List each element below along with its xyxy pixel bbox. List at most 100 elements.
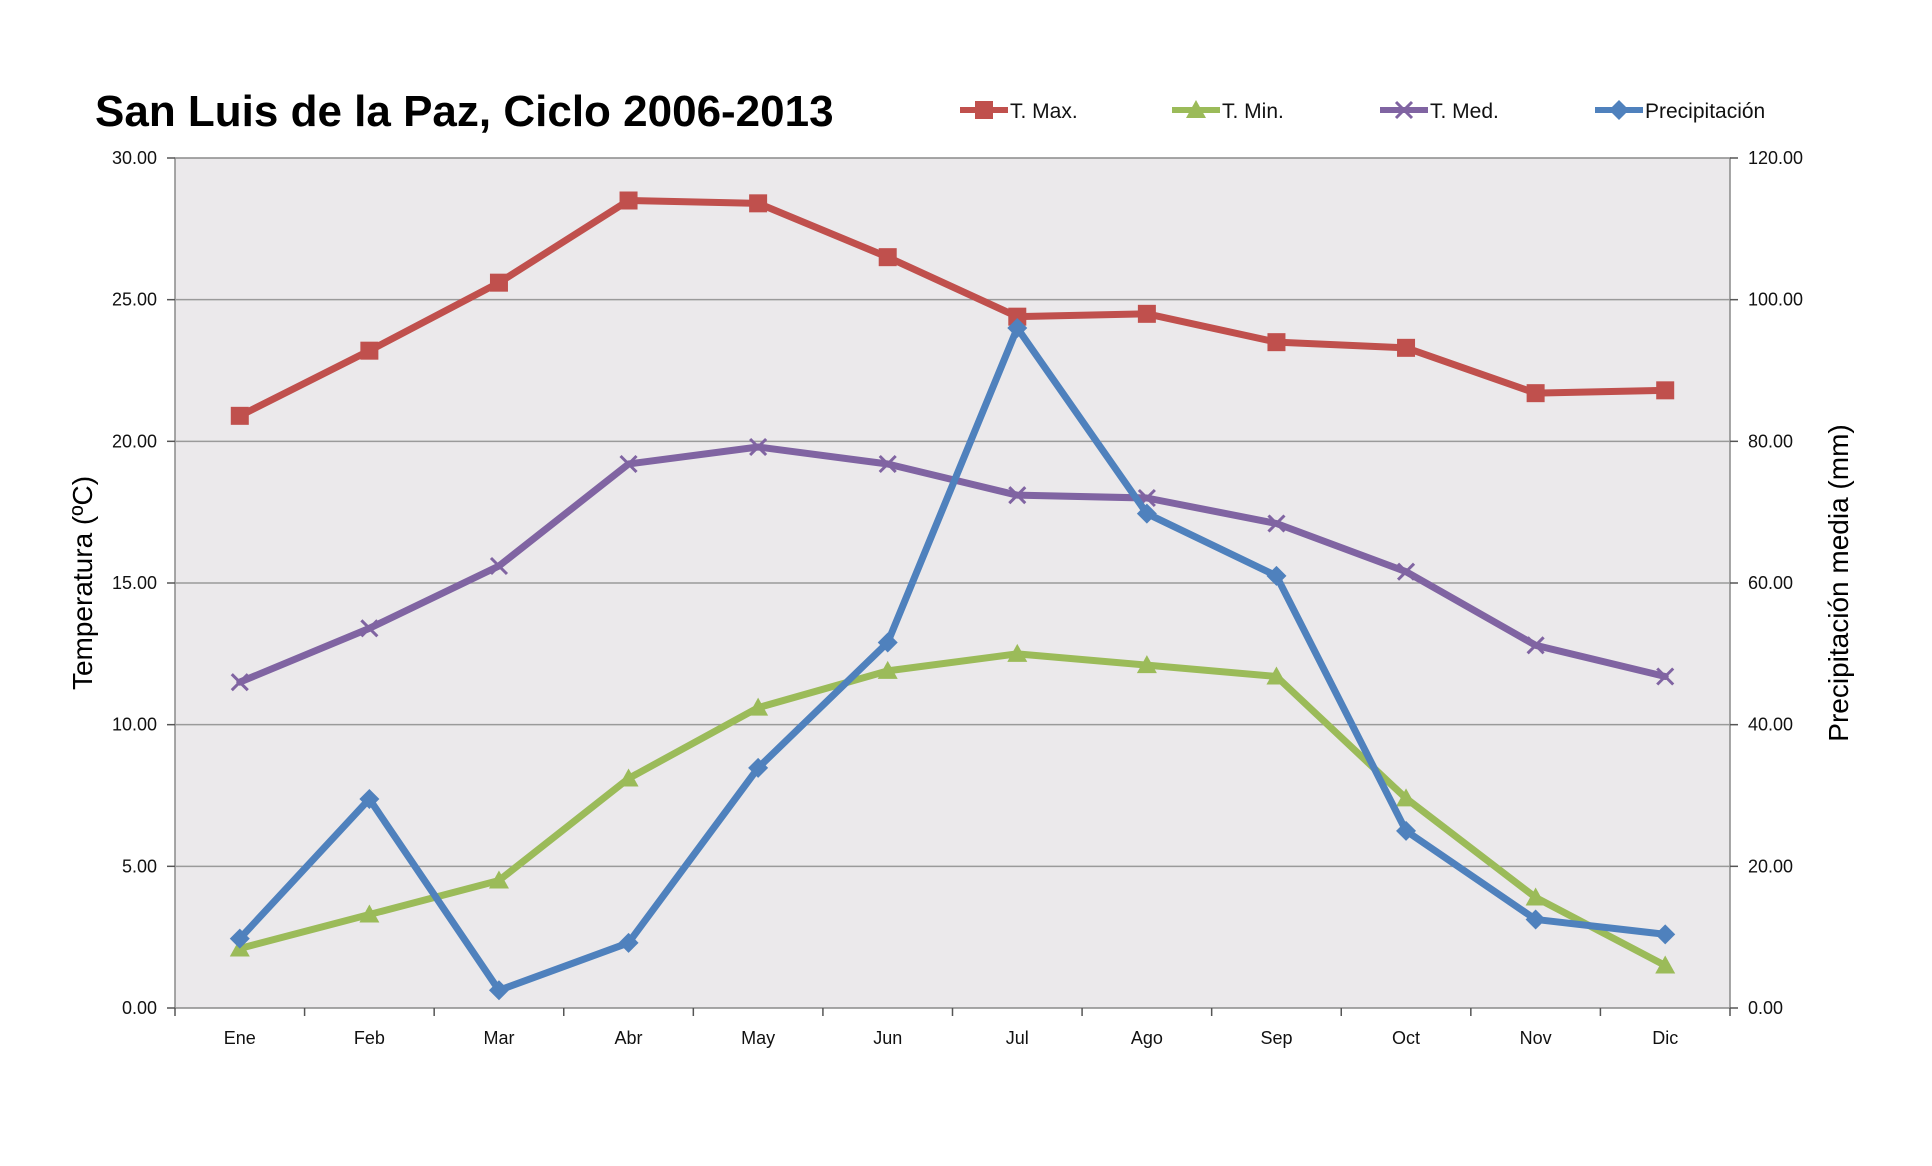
data-point: [488, 980, 509, 1001]
y-axis-left-ticks: 0.00 5.00 10.00 15.00 20.00 25.00 30.00: [112, 148, 175, 1018]
data-point: [1136, 503, 1157, 524]
legend-label: T. Med.: [1430, 100, 1499, 123]
legend-marker: [1186, 100, 1206, 118]
data-point: [230, 673, 249, 692]
data-point: [488, 870, 509, 889]
legend-marker: [975, 101, 993, 119]
legend-item: T. Max.: [960, 100, 1078, 123]
data-point: [1008, 486, 1027, 505]
data-point: [618, 932, 639, 953]
data-point: [748, 757, 769, 778]
data-point: [1007, 643, 1028, 662]
data-point: [360, 619, 379, 638]
data-point: [1397, 338, 1416, 357]
legend-item: T. Min.: [1172, 100, 1284, 123]
data-point: [229, 928, 250, 949]
legend-marker: [1609, 100, 1629, 120]
marker-stroke: [749, 437, 768, 457]
x-tick-label: Oct: [1392, 1028, 1420, 1048]
marker-stroke: [1396, 562, 1416, 581]
data-point: [619, 191, 638, 210]
data-point: [1526, 636, 1545, 655]
series-t-max: [230, 191, 1675, 425]
marker-stroke: [878, 454, 897, 474]
series-line: [236, 650, 1669, 969]
marker-stroke: [230, 673, 249, 692]
y-axis-left-title: Temperatura (ºC): [67, 476, 98, 690]
data-point: [878, 454, 897, 474]
y-axis-right-title: Precipitación media (mm): [1823, 424, 1854, 741]
data-point: [619, 454, 638, 474]
gridlines: [175, 298, 1730, 868]
marker-stroke: [1526, 636, 1545, 655]
y-right-tick-label: 0.00: [1748, 998, 1783, 1018]
series-precipitaci-n: [229, 318, 1676, 1001]
data-point: [1525, 887, 1546, 906]
x-tick-label: Feb: [354, 1028, 385, 1048]
x-tick-label: Jul: [1006, 1028, 1029, 1048]
data-point: [1266, 666, 1287, 685]
data-point: [1008, 307, 1027, 326]
data-point: [1525, 909, 1546, 930]
marker-stroke: [489, 556, 509, 576]
data-point: [1267, 333, 1286, 352]
marker-stroke: [1008, 486, 1027, 505]
data-point: [489, 273, 508, 292]
y-right-tick-label: 40.00: [1748, 715, 1793, 735]
data-point: [877, 632, 898, 653]
data-point: [618, 768, 639, 787]
data-point: [1137, 304, 1156, 323]
x-tick-label: Abr: [615, 1028, 643, 1048]
legend-label: Precipitación: [1645, 100, 1765, 123]
data-point: [1655, 955, 1676, 974]
y-right-tick-label: 120.00: [1748, 148, 1803, 168]
y-left-tick-label: 30.00: [112, 148, 157, 168]
marker-stroke: [1656, 667, 1675, 686]
x-tick-label: Sep: [1260, 1028, 1292, 1048]
x-axis-ticks: Ene Feb Mar Abr May Jun Jul Ago Sep Oct Nov Dic: [174, 1008, 1731, 1048]
y-left-tick-label: 20.00: [112, 431, 157, 451]
data-point: [359, 904, 380, 923]
series-line: [236, 324, 1669, 994]
x-tick-label: Ene: [224, 1028, 256, 1048]
y-right-tick-label: 80.00: [1748, 431, 1793, 451]
x-tick-label: May: [741, 1028, 775, 1048]
data-point: [359, 789, 380, 810]
x-tick-label: Dic: [1652, 1028, 1678, 1048]
data-point: [1136, 655, 1157, 674]
marker-stroke: [1394, 100, 1414, 120]
data-point: [1396, 562, 1416, 581]
data-point: [1656, 667, 1675, 686]
chart-title: San Luis de la Paz, Ciclo 2006-2013: [95, 87, 834, 136]
data-point: [748, 697, 769, 716]
legend-item: Precipitación: [1595, 100, 1765, 123]
y-axis-right-ticks: 0.00 20.00 40.00 60.00 80.00 100.00 120.00: [1730, 148, 1803, 1018]
x-tick-label: Nov: [1520, 1028, 1552, 1048]
marker-stroke: [360, 619, 379, 638]
legend-marker: [1394, 100, 1414, 120]
y-left-tick-label: 0.00: [122, 998, 157, 1018]
series-line: [236, 197, 1669, 420]
data-point: [489, 556, 509, 576]
data-point: [1396, 820, 1417, 841]
data-point: [360, 341, 379, 360]
data-point: [1526, 384, 1545, 403]
legend-label: T. Max.: [1010, 100, 1078, 123]
x-tick-label: Ago: [1131, 1028, 1163, 1048]
x-tick-label: Mar: [483, 1028, 514, 1048]
data-point: [1656, 381, 1675, 400]
data-point: [1266, 565, 1287, 586]
data-point: [877, 660, 898, 679]
y-right-tick-label: 20.00: [1748, 856, 1793, 876]
y-right-tick-label: 60.00: [1748, 573, 1793, 593]
y-left-tick-label: 10.00: [112, 715, 157, 735]
data-point: [749, 194, 768, 213]
legend: T. Max. T. Min. T. Med. Precipitación: [960, 100, 1765, 123]
data-point: [749, 437, 768, 457]
x-tick-label: Jun: [873, 1028, 902, 1048]
y-left-tick-label: 5.00: [122, 856, 157, 876]
y-right-tick-label: 100.00: [1748, 290, 1803, 310]
legend-label: T. Min.: [1222, 100, 1284, 123]
